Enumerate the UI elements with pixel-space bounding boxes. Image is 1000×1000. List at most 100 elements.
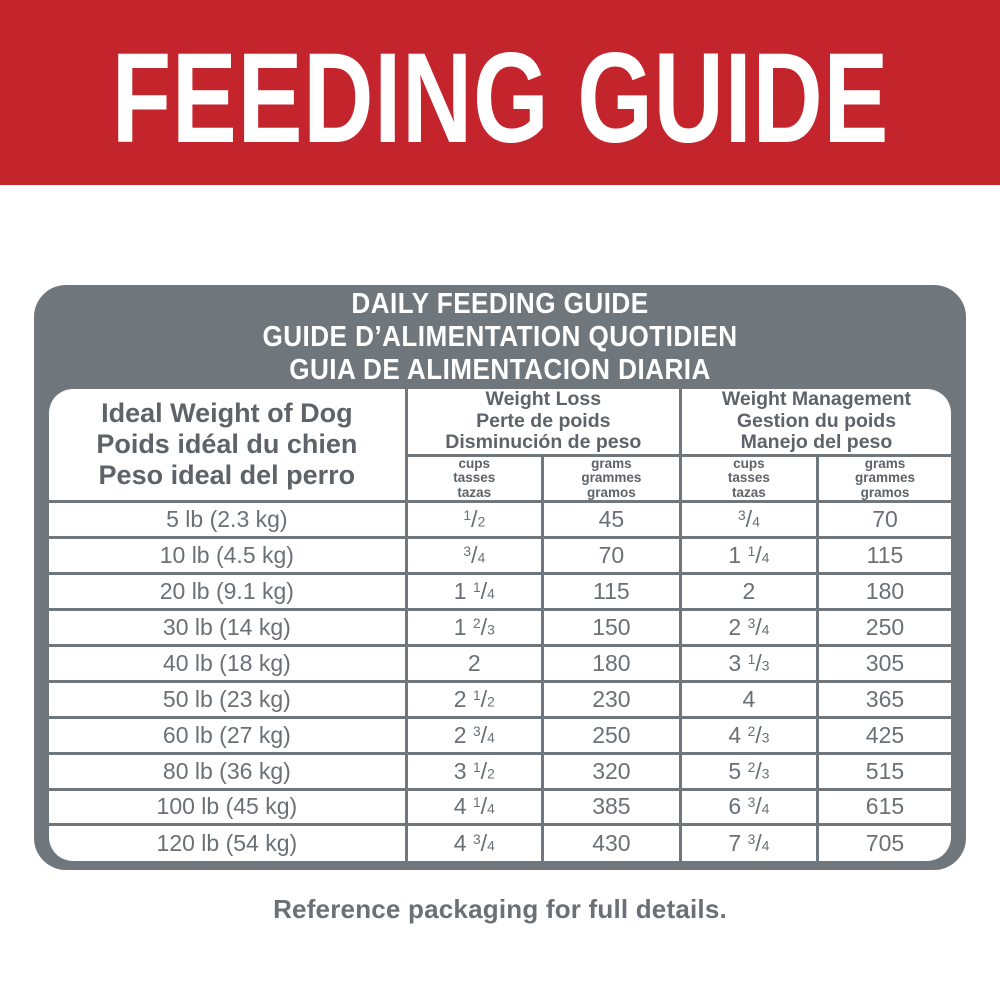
table-row: 40 lb (18 kg) 2 180 3 1/3 305	[49, 643, 951, 683]
cups-label-es: tazas	[732, 484, 766, 500]
weight-management-cups-cell: 4	[678, 679, 819, 719]
weight-cell: 120 lb (54 kg)	[49, 823, 408, 861]
card-title-line-en: DAILY FEEDING GUIDE	[351, 287, 649, 320]
weight-loss-grams-cell: 230	[540, 679, 682, 719]
header-weight-management-line-fr: Gestion du poids	[736, 409, 897, 432]
weight-loss-cups-cell: 2 3/4	[404, 715, 544, 755]
weight-management-grams-cell: 250	[815, 607, 951, 647]
weight-loss-grams-cell: 45	[540, 500, 682, 539]
table-row: 10 lb (4.5 kg) 3/4 70 1 1/4 115	[49, 535, 951, 575]
weight-cell: 5 lb (2.3 kg)	[49, 500, 408, 539]
banner-title: FEEDING GUIDE	[111, 26, 889, 170]
weight-management-grams-cell: 305	[815, 643, 951, 683]
weight-management-cups-cell: 6 3/4	[678, 787, 819, 827]
feeding-table: Ideal Weight of Dog Poids idéal du chien…	[49, 389, 951, 861]
grams-label-es: gramos	[860, 484, 910, 500]
card-title: DAILY FEEDING GUIDE GUIDE D’ALIMENTATION…	[49, 285, 951, 389]
weight-management-grams-cell: 115	[815, 535, 951, 575]
weight-loss-cups-cell: 3 1/2	[404, 751, 544, 791]
weight-management-cups-cell: 2 3/4	[678, 607, 819, 647]
weight-loss-cups-cell: 2 1/2	[404, 679, 544, 719]
weight-cell: 60 lb (27 kg)	[49, 715, 408, 755]
weight-management-cups-cell: 2	[678, 571, 819, 611]
header-ideal-weight-line-fr: Poids idéal du chien	[96, 429, 358, 459]
header-weight-loss: Weight Loss Perte de poids Disminución d…	[404, 389, 682, 457]
table-row: 20 lb (9.1 kg) 1 1/4 115 2 180	[49, 571, 951, 611]
table-row: 120 lb (54 kg) 4 3/4 430 7 3/4 705	[49, 823, 951, 861]
header-ideal-weight-line-es: Peso ideal del perro	[98, 460, 356, 490]
cups-label-es: tazas	[457, 484, 492, 500]
weight-loss-cups-cell: 4 1/4	[404, 787, 544, 827]
weight-cell: 10 lb (4.5 kg)	[49, 535, 408, 575]
weight-management-cups-cell: 4 2/3	[678, 715, 819, 755]
weight-loss-cups-cell: 2	[404, 643, 544, 683]
header-weight-loss-line-en: Weight Loss	[485, 389, 602, 410]
table-row: 60 lb (27 kg) 2 3/4 250 4 2/3 425	[49, 715, 951, 755]
header-ideal-weight: Ideal Weight of Dog Poids idéal du chien…	[49, 389, 408, 503]
footer-note: Reference packaging for full details.	[273, 894, 727, 924]
weight-cell: 100 lb (45 kg)	[49, 787, 408, 827]
header-row-main: Ideal Weight of Dog Poids idéal du chien…	[49, 389, 951, 503]
grams-label-fr: grammes	[581, 470, 642, 485]
daily-feeding-guide-card: DAILY FEEDING GUIDE GUIDE D’ALIMENTATION…	[34, 285, 966, 870]
weight-cell: 50 lb (23 kg)	[49, 679, 408, 719]
header-ideal-weight-line-en: Ideal Weight of Dog	[101, 398, 353, 428]
weight-management-grams-cell: 180	[815, 571, 951, 611]
grams-label-en: grams	[864, 455, 906, 471]
table-row: 30 lb (14 kg) 1 2/3 150 2 3/4 250	[49, 607, 951, 647]
cups-label-en: cups	[458, 455, 491, 471]
weight-cell: 20 lb (9.1 kg)	[49, 571, 408, 611]
table-row: 100 lb (45 kg) 4 1/4 385 6 3/4 615	[49, 787, 951, 827]
weight-management-cups-cell: 3 1/3	[678, 643, 819, 683]
cups-label-fr: tasses	[453, 470, 496, 485]
weight-loss-cups-cell: 3/4	[404, 535, 544, 575]
weight-cell: 30 lb (14 kg)	[49, 607, 408, 647]
feeding-table-box: Ideal Weight of Dog Poids idéal du chien…	[49, 389, 951, 861]
weight-management-grams-cell: 70	[815, 500, 951, 539]
card-title-line-es: GUIA DE ALIMENTACION DIARIA	[289, 353, 711, 386]
weight-loss-grams-cell: 320	[540, 751, 682, 791]
header-weight-loss-line-es: Disminución de peso	[445, 431, 642, 453]
weight-loss-grams-cell: 430	[540, 823, 682, 861]
weight-cell: 40 lb (18 kg)	[49, 643, 408, 683]
weight-loss-grams-cell: 180	[540, 643, 682, 683]
header-weight-management: Weight Management Gestion du poids Manej…	[678, 389, 951, 457]
weight-loss-grams-cell: 115	[540, 571, 682, 611]
weight-loss-grams-cell: 385	[540, 787, 682, 827]
weight-loss-cups-cell: 1 1/4	[404, 571, 544, 611]
table-row: 5 lb (2.3 kg) 1/2 45 3/4 70	[49, 500, 951, 539]
weight-loss-grams-cell: 150	[540, 607, 682, 647]
weight-loss-cups-cell: 1 2/3	[404, 607, 544, 647]
weight-management-cups-cell: 5 2/3	[678, 751, 819, 791]
weight-loss-cups-cell: 4 3/4	[404, 823, 544, 861]
header-weight-management-line-es: Manejo del peso	[740, 431, 893, 453]
weight-cell: 80 lb (36 kg)	[49, 751, 408, 791]
subheader-grams-management: grams grammes gramos	[815, 453, 951, 503]
weight-management-cups-cell: 3/4	[678, 500, 819, 539]
header-weight-loss-line-fr: Perte de poids	[476, 409, 611, 432]
weight-management-grams-cell: 515	[815, 751, 951, 791]
subheader-grams-loss: grams grammes gramos	[540, 453, 682, 503]
card-title-line-fr: GUIDE D’ALIMENTATION QUOTIDIEN	[262, 320, 738, 353]
grams-label-en: grams	[591, 455, 632, 471]
subheader-cups-loss: cups tasses tazas	[406, 453, 544, 503]
table-row: 50 lb (23 kg) 2 1/2 230 4 365	[49, 679, 951, 719]
weight-loss-cups-cell: 1/2	[404, 500, 544, 539]
cups-label-fr: tasses	[727, 470, 770, 485]
header-weight-management-line-en: Weight Management	[721, 389, 912, 410]
weight-management-cups-cell: 7 3/4	[678, 823, 819, 861]
weight-management-cups-cell: 1 1/4	[678, 535, 819, 575]
feeding-guide-banner: FEEDING GUIDE	[0, 0, 1000, 185]
table-row: 80 lb (36 kg) 3 1/2 320 5 2/3 515	[49, 751, 951, 791]
grams-label-fr: grammes	[854, 470, 916, 485]
weight-management-grams-cell: 705	[815, 823, 951, 861]
weight-management-grams-cell: 615	[815, 787, 951, 827]
grams-label-es: gramos	[587, 484, 636, 500]
weight-management-grams-cell: 425	[815, 715, 951, 755]
weight-loss-grams-cell: 70	[540, 535, 682, 575]
subheader-cups-management: cups tasses tazas	[678, 453, 819, 503]
weight-loss-grams-cell: 250	[540, 715, 682, 755]
header-row-units: cups tasses tazas grams grammes gramos c…	[49, 453, 951, 503]
cups-label-en: cups	[733, 455, 765, 471]
weight-management-grams-cell: 365	[815, 679, 951, 719]
